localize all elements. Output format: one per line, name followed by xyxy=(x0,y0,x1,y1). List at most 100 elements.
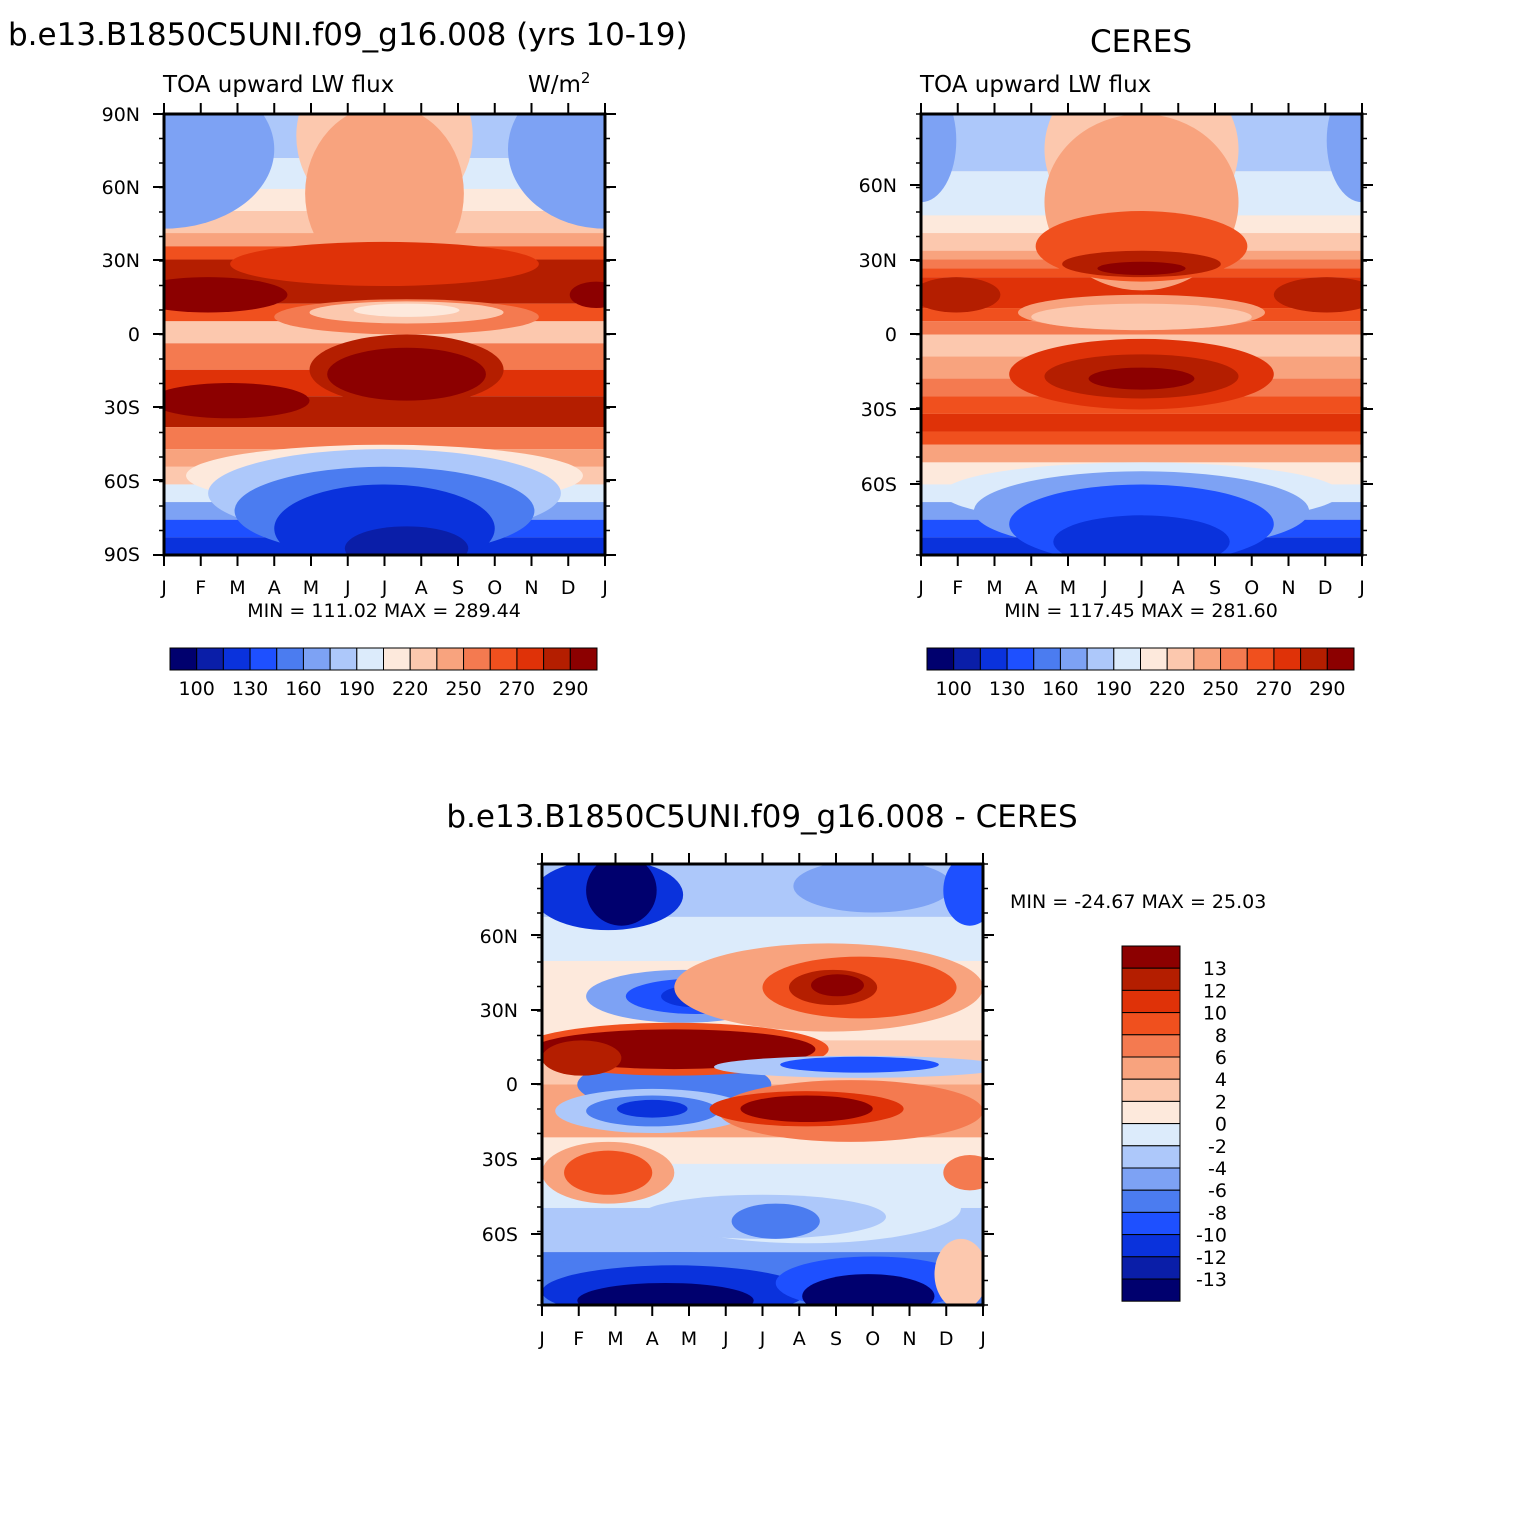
month-label: O xyxy=(865,1328,880,1350)
contour-band xyxy=(921,413,1362,432)
month-label: M xyxy=(607,1328,623,1350)
diff-colorbar xyxy=(1121,945,1181,1302)
month-label: J xyxy=(381,577,388,599)
colorbar-label: 10 xyxy=(1203,1003,1227,1025)
colorbar-box xyxy=(1121,945,1181,969)
diff-ytick-label: 30S xyxy=(482,1149,518,1171)
month-label: N xyxy=(1281,577,1295,599)
colorbar-box xyxy=(1273,647,1302,671)
obs-title: CERES xyxy=(1090,24,1192,60)
colorbar-box xyxy=(569,647,598,671)
obs-ytick-label: 60N xyxy=(859,175,897,197)
month-label: J xyxy=(601,577,608,599)
colorbar-box xyxy=(302,647,331,671)
month-label: N xyxy=(524,577,538,599)
contour-blob xyxy=(1273,277,1362,313)
month-label: F xyxy=(195,577,206,599)
obs-ytick-label: 30N xyxy=(859,250,897,272)
colorbar-box xyxy=(1121,1100,1181,1125)
colorbar-label: 250 xyxy=(1202,678,1238,700)
month-label: A xyxy=(1172,577,1185,599)
colorbar-label: 13 xyxy=(1203,958,1227,980)
contour-blob xyxy=(921,114,957,203)
month-label: N xyxy=(902,1328,916,1350)
model-colorbar-labels: 100 130 160 190 220 250 270 290 xyxy=(179,678,589,700)
model-axis-ticks xyxy=(153,103,616,566)
month-label: F xyxy=(952,577,963,599)
colorbar-label: -10 xyxy=(1196,1225,1227,1247)
contour-blob xyxy=(1031,303,1252,331)
month-label: S xyxy=(1209,577,1221,599)
month-label: M xyxy=(986,577,1002,599)
colorbar-label: -4 xyxy=(1208,1158,1227,1180)
obs-colorbar xyxy=(926,647,1355,671)
obs-stats: MIN = 117.45 MAX = 281.60 xyxy=(1004,600,1278,622)
contour-blob xyxy=(164,114,275,229)
colorbar-box xyxy=(543,647,571,671)
month-label: J xyxy=(1138,577,1145,599)
colorbar-box xyxy=(979,647,1008,671)
obs-ytick-label: 30S xyxy=(861,399,897,421)
colorbar-box xyxy=(1220,647,1248,671)
colorbar-box xyxy=(1121,967,1181,991)
month-label: A xyxy=(415,577,428,599)
month-label: J xyxy=(1101,577,1108,599)
contour-blob xyxy=(616,1099,688,1118)
colorbar-box xyxy=(1246,647,1275,671)
contour-blob xyxy=(344,526,469,555)
colorbar-box xyxy=(383,647,411,671)
colorbar-box xyxy=(436,647,465,671)
obs-subtitle: TOA upward LW flux xyxy=(919,72,1151,98)
model-y-axis: 90N 60N 30N 0 30S 60S 90S xyxy=(102,104,140,566)
colorbar-label: 130 xyxy=(232,678,268,700)
month-label: M xyxy=(1060,577,1076,599)
month-label: M xyxy=(303,577,319,599)
model-contour-field xyxy=(164,114,605,555)
colorbar-box xyxy=(409,647,438,671)
colorbar-label: 8 xyxy=(1215,1025,1227,1047)
colorbar-box xyxy=(249,647,278,671)
diff-ytick-label: 60S xyxy=(482,1224,518,1246)
contour-blob xyxy=(353,303,460,317)
obs-y-axis: 60N 30N 0 30S 60S xyxy=(859,175,897,496)
month-label: A xyxy=(268,577,281,599)
colorbar-box xyxy=(1121,989,1181,1014)
obs-contour-field xyxy=(921,114,1362,555)
colorbar-label: 290 xyxy=(1309,678,1345,700)
colorbar-label: 160 xyxy=(285,678,321,700)
month-label: S xyxy=(830,1328,842,1350)
colorbar-box xyxy=(1121,1123,1181,1147)
month-label: D xyxy=(939,1328,954,1350)
colorbar-box xyxy=(1121,1256,1181,1280)
contour-blob xyxy=(1326,114,1362,203)
colorbar-box xyxy=(1121,1189,1181,1213)
colorbar-label: 250 xyxy=(445,678,481,700)
colorbar-box xyxy=(222,647,251,671)
model-ytick-label: 0 xyxy=(128,324,140,346)
colorbar-box xyxy=(1059,647,1088,671)
contour-blob xyxy=(305,114,464,282)
colorbar-label: 290 xyxy=(552,678,588,700)
colorbar-box xyxy=(926,647,955,671)
contour-blob xyxy=(542,1040,622,1076)
colorbar-box xyxy=(1121,1278,1181,1302)
colorbar-box xyxy=(1326,647,1355,671)
month-label: S xyxy=(452,577,464,599)
colorbar-label: -13 xyxy=(1196,1269,1227,1291)
colorbar-label: 220 xyxy=(392,678,428,700)
model-ytick-label: 90S xyxy=(104,544,140,566)
contour-blob xyxy=(508,114,605,229)
diff-ytick-label: 60N xyxy=(480,926,518,948)
month-label: D xyxy=(561,577,576,599)
colorbar-label: 0 xyxy=(1215,1114,1227,1136)
colorbar-box xyxy=(1121,1012,1181,1036)
colorbar-box xyxy=(1121,1167,1181,1191)
contour-blob xyxy=(934,1238,983,1305)
model-ytick-label: 60N xyxy=(102,177,140,199)
colorbar-label: 100 xyxy=(179,678,215,700)
colorbar-box xyxy=(1086,647,1115,671)
